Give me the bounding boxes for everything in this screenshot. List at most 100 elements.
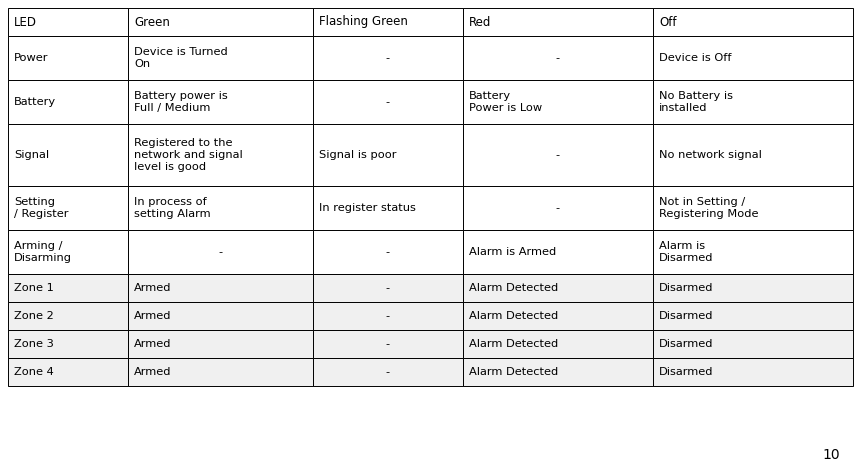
Bar bbox=[653, 186, 853, 230]
Bar bbox=[313, 358, 463, 386]
Bar bbox=[653, 302, 853, 330]
Text: Disarmed: Disarmed bbox=[659, 283, 714, 293]
Bar bbox=[313, 36, 463, 80]
Bar bbox=[313, 124, 463, 186]
Text: Signal is poor: Signal is poor bbox=[319, 150, 396, 160]
Bar bbox=[128, 358, 313, 386]
Bar bbox=[8, 358, 128, 386]
Text: -: - bbox=[386, 247, 390, 257]
Text: Disarmed: Disarmed bbox=[659, 311, 714, 321]
Bar bbox=[8, 302, 128, 330]
Bar bbox=[313, 330, 463, 358]
Bar bbox=[313, 230, 463, 274]
Text: Disarmed: Disarmed bbox=[659, 367, 714, 377]
Text: -: - bbox=[386, 367, 390, 377]
Bar bbox=[653, 330, 853, 358]
Bar bbox=[8, 274, 128, 302]
Bar bbox=[463, 230, 653, 274]
Text: -: - bbox=[386, 311, 390, 321]
Text: In register status: In register status bbox=[319, 203, 416, 213]
Bar bbox=[128, 274, 313, 302]
Bar bbox=[463, 302, 653, 330]
Bar bbox=[463, 36, 653, 80]
Bar bbox=[653, 358, 853, 386]
Text: -: - bbox=[556, 203, 560, 213]
Bar bbox=[653, 124, 853, 186]
Bar bbox=[313, 80, 463, 124]
Bar bbox=[128, 8, 313, 36]
Text: Alarm is Armed: Alarm is Armed bbox=[469, 247, 556, 257]
Bar bbox=[313, 8, 463, 36]
Bar bbox=[128, 330, 313, 358]
Text: LED: LED bbox=[14, 16, 37, 28]
Text: In process of
setting Alarm: In process of setting Alarm bbox=[134, 197, 210, 219]
Text: -: - bbox=[386, 53, 390, 63]
Bar bbox=[313, 302, 463, 330]
Bar bbox=[128, 80, 313, 124]
Text: Arming /
Disarming: Arming / Disarming bbox=[14, 241, 72, 263]
Bar bbox=[463, 80, 653, 124]
Bar bbox=[8, 330, 128, 358]
Text: Registered to the
network and signal
level is good: Registered to the network and signal lev… bbox=[134, 138, 243, 172]
Bar bbox=[313, 274, 463, 302]
Text: Armed: Armed bbox=[134, 311, 172, 321]
Bar bbox=[128, 302, 313, 330]
Text: -: - bbox=[556, 53, 560, 63]
Text: Device is Turned
On: Device is Turned On bbox=[134, 47, 227, 69]
Bar bbox=[463, 8, 653, 36]
Bar bbox=[653, 230, 853, 274]
Bar bbox=[128, 230, 313, 274]
Text: Zone 4: Zone 4 bbox=[14, 367, 54, 377]
Text: Zone 3: Zone 3 bbox=[14, 339, 54, 349]
Text: Battery: Battery bbox=[14, 97, 56, 107]
Text: Alarm is
Disarmed: Alarm is Disarmed bbox=[659, 241, 714, 263]
Text: Signal: Signal bbox=[14, 150, 49, 160]
Text: Armed: Armed bbox=[134, 367, 172, 377]
Text: Disarmed: Disarmed bbox=[659, 339, 714, 349]
Bar bbox=[128, 186, 313, 230]
Text: -: - bbox=[386, 283, 390, 293]
Bar bbox=[8, 124, 128, 186]
Text: Flashing Green: Flashing Green bbox=[319, 16, 408, 28]
Text: Not in Setting /
Registering Mode: Not in Setting / Registering Mode bbox=[659, 197, 758, 219]
Text: Armed: Armed bbox=[134, 339, 172, 349]
Bar bbox=[653, 8, 853, 36]
Bar bbox=[8, 186, 128, 230]
Text: Green: Green bbox=[134, 16, 170, 28]
Text: Red: Red bbox=[469, 16, 492, 28]
Bar bbox=[8, 230, 128, 274]
Bar bbox=[313, 186, 463, 230]
Bar bbox=[8, 8, 128, 36]
Text: Setting
/ Register: Setting / Register bbox=[14, 197, 69, 219]
Text: Device is Off: Device is Off bbox=[659, 53, 732, 63]
Text: No network signal: No network signal bbox=[659, 150, 762, 160]
Text: Armed: Armed bbox=[134, 283, 172, 293]
Text: Power: Power bbox=[14, 53, 49, 63]
Text: -: - bbox=[556, 150, 560, 160]
Text: -: - bbox=[219, 247, 222, 257]
Text: Battery
Power is Low: Battery Power is Low bbox=[469, 91, 542, 113]
Text: Zone 1: Zone 1 bbox=[14, 283, 54, 293]
Bar bbox=[653, 274, 853, 302]
Bar bbox=[463, 358, 653, 386]
Bar bbox=[463, 330, 653, 358]
Text: Off: Off bbox=[659, 16, 676, 28]
Bar bbox=[8, 36, 128, 80]
Bar bbox=[128, 124, 313, 186]
Bar bbox=[653, 80, 853, 124]
Text: Battery power is
Full / Medium: Battery power is Full / Medium bbox=[134, 91, 227, 113]
Bar bbox=[8, 80, 128, 124]
Bar bbox=[463, 186, 653, 230]
Text: -: - bbox=[386, 97, 390, 107]
Bar bbox=[463, 274, 653, 302]
Text: Alarm Detected: Alarm Detected bbox=[469, 367, 559, 377]
Text: Zone 2: Zone 2 bbox=[14, 311, 54, 321]
Text: Alarm Detected: Alarm Detected bbox=[469, 311, 559, 321]
Text: No Battery is
installed: No Battery is installed bbox=[659, 91, 733, 113]
Bar bbox=[653, 36, 853, 80]
Text: -: - bbox=[386, 339, 390, 349]
Text: Alarm Detected: Alarm Detected bbox=[469, 283, 559, 293]
Bar bbox=[128, 36, 313, 80]
Text: Alarm Detected: Alarm Detected bbox=[469, 339, 559, 349]
Text: 10: 10 bbox=[822, 448, 840, 462]
